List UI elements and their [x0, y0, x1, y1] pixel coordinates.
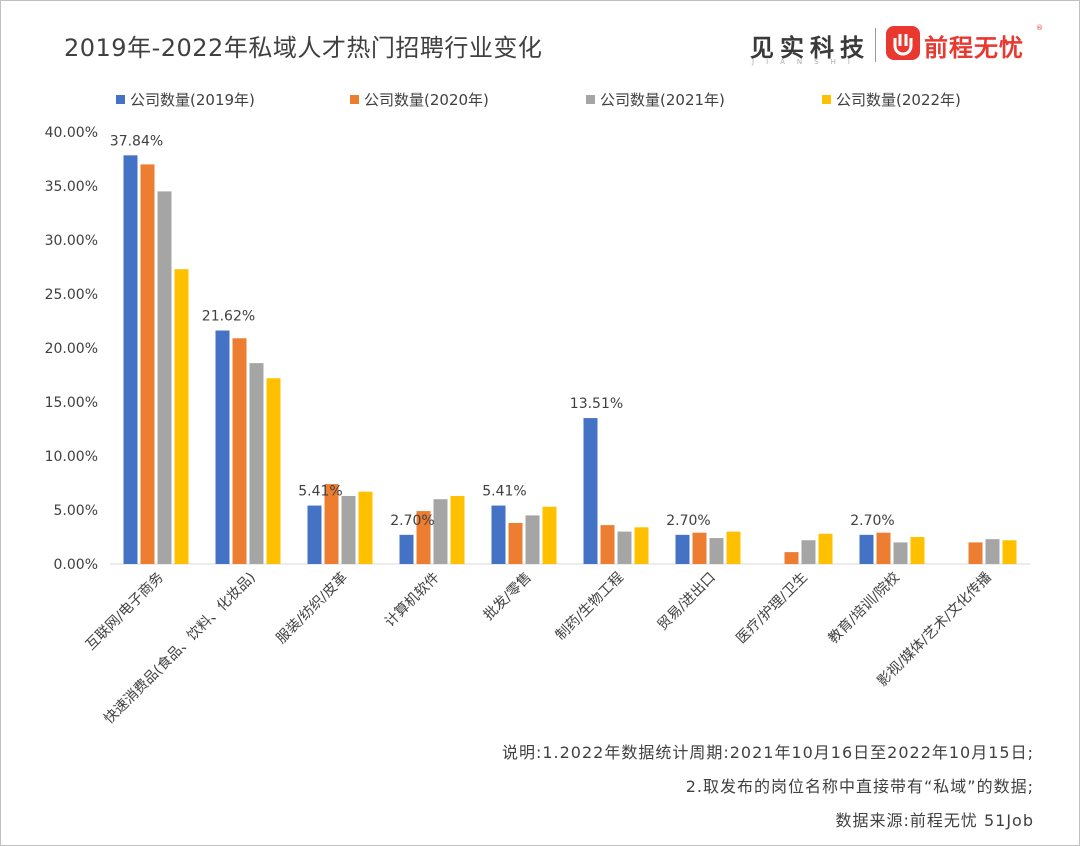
brand-qiancheng: 前程无忧: [924, 34, 1024, 62]
legend-item-2020: 公司数量(2020年): [350, 89, 489, 110]
x-tick-label: 互联网/电子商务: [83, 570, 167, 654]
bar-2021-6: [709, 538, 724, 564]
bar-2022-5: [634, 527, 649, 564]
legend-label-2022: 公司数量(2022年): [836, 91, 961, 109]
y-tick-label: 40.00%: [45, 125, 98, 141]
x-tick-label: 快速消费品(食品、饮料、化妆品): [100, 569, 258, 727]
bar-2019-6: [675, 534, 690, 564]
brand-logos: 见实科技 JIANSHI 前程无忧 ®: [750, 22, 1050, 70]
chart-notes: 说明:1.2022年数据统计周期:2021年10月16日至2022年10月15日…: [502, 736, 1034, 838]
x-tick-label: 批发/零售: [481, 570, 535, 624]
bar-2019-5: [583, 418, 598, 564]
bar-2021-8: [893, 542, 908, 564]
legend-swatch-2021: [586, 95, 595, 104]
bar-2019-1: [215, 330, 230, 564]
chart-title: 2019年-2022年私域人才热门招聘行业变化: [64, 34, 543, 62]
bar-2020-6: [692, 532, 707, 564]
x-tick-label: 服装/纺织/皮革: [273, 570, 350, 647]
note-scope: 2.取发布的岗位名称中直接带有“私域”的数据;: [685, 777, 1034, 796]
bar-2019-4: [491, 505, 506, 564]
brand-separator: [875, 28, 876, 62]
brand-registered-mark: ®: [1036, 24, 1043, 32]
brand-jianshi: 见实科技: [750, 34, 870, 62]
data-label: 13.51%: [570, 396, 623, 412]
y-tick-label: 20.00%: [45, 341, 98, 357]
note-period: 说明:1.2022年数据统计周期:2021年10月16日至2022年10月15日…: [501, 743, 1034, 762]
data-label: 2.70%: [390, 513, 434, 529]
bar-2020-4: [508, 522, 523, 564]
data-label: 2.70%: [666, 513, 710, 529]
bar-2020-9: [968, 542, 983, 564]
bar-2022-3: [450, 495, 465, 564]
bar-2021-0: [157, 191, 172, 564]
bar-2019-0: [123, 155, 138, 564]
legend-swatch-2019: [116, 95, 125, 104]
y-tick-label: 0.00%: [54, 557, 98, 573]
brand-jianshi-sub: JIANSHI: [752, 58, 862, 66]
legend-label-2021: 公司数量(2021年): [600, 91, 725, 109]
bar-2021-2: [341, 495, 356, 564]
bar-2020-0: [140, 164, 155, 564]
bar-2022-1: [266, 378, 281, 564]
bar-2020-1: [232, 338, 247, 564]
chart-legend: 公司数量(2019年) 公司数量(2020年) 公司数量(2021年) 公司数量…: [116, 89, 1016, 111]
bar-2019-3: [399, 534, 414, 564]
note-source: 数据来源:前程无忧 51Job: [835, 811, 1034, 830]
bar-2020-2: [324, 484, 339, 564]
x-tick-label: 贸易/进出口: [655, 570, 719, 634]
bar-2022-2: [358, 491, 373, 564]
bar-2019-8: [859, 534, 874, 564]
legend-item-2022: 公司数量(2022年): [822, 89, 961, 110]
bar-2021-4: [525, 515, 540, 564]
x-tick-label: 教育/培训/院校: [825, 569, 903, 647]
bar-2021-5: [617, 531, 632, 564]
y-tick-label: 10.00%: [45, 449, 98, 465]
y-tick-label: 25.00%: [45, 287, 98, 303]
data-label: 21.62%: [202, 309, 255, 325]
legend-swatch-2020: [350, 95, 359, 104]
legend-swatch-2022: [822, 95, 831, 104]
bar-2022-6: [726, 531, 741, 564]
y-tick-label: 30.00%: [45, 233, 98, 249]
y-tick-label: 15.00%: [45, 395, 98, 411]
bar-2022-4: [542, 506, 557, 564]
legend-item-2021: 公司数量(2021年): [586, 89, 725, 110]
x-tick-label: 医疗/护理/卫生: [733, 570, 810, 647]
bar-2020-3: [416, 511, 431, 564]
legend-label-2020: 公司数量(2020年): [364, 91, 489, 109]
y-tick-label: 5.00%: [54, 503, 98, 519]
x-tick-label: 制药/生物工程: [553, 570, 627, 644]
legend-label-2019: 公司数量(2019年): [130, 91, 255, 109]
qiancheng-logo-icon: [886, 26, 920, 60]
data-label: 5.41%: [298, 484, 342, 500]
bar-2021-1: [249, 363, 264, 564]
data-label: 5.41%: [482, 484, 526, 500]
bar-2019-2: [307, 505, 322, 564]
bar-2020-5: [600, 525, 615, 564]
bar-2022-8: [910, 537, 925, 564]
x-tick-label: 计算机软件: [382, 570, 443, 631]
data-label: 37.84%: [110, 133, 163, 149]
bar-2021-3: [433, 499, 448, 564]
bar-2022-7: [818, 533, 833, 564]
bar-2022-0: [174, 269, 189, 564]
y-tick-label: 35.00%: [45, 179, 98, 195]
legend-item-2019: 公司数量(2019年): [116, 89, 255, 110]
bar-2021-9: [985, 539, 1000, 564]
bar-2020-7: [784, 552, 799, 564]
bar-2021-7: [801, 540, 816, 564]
bar-2022-9: [1002, 540, 1017, 564]
data-label: 2.70%: [850, 513, 894, 529]
bar-2020-8: [876, 532, 891, 564]
